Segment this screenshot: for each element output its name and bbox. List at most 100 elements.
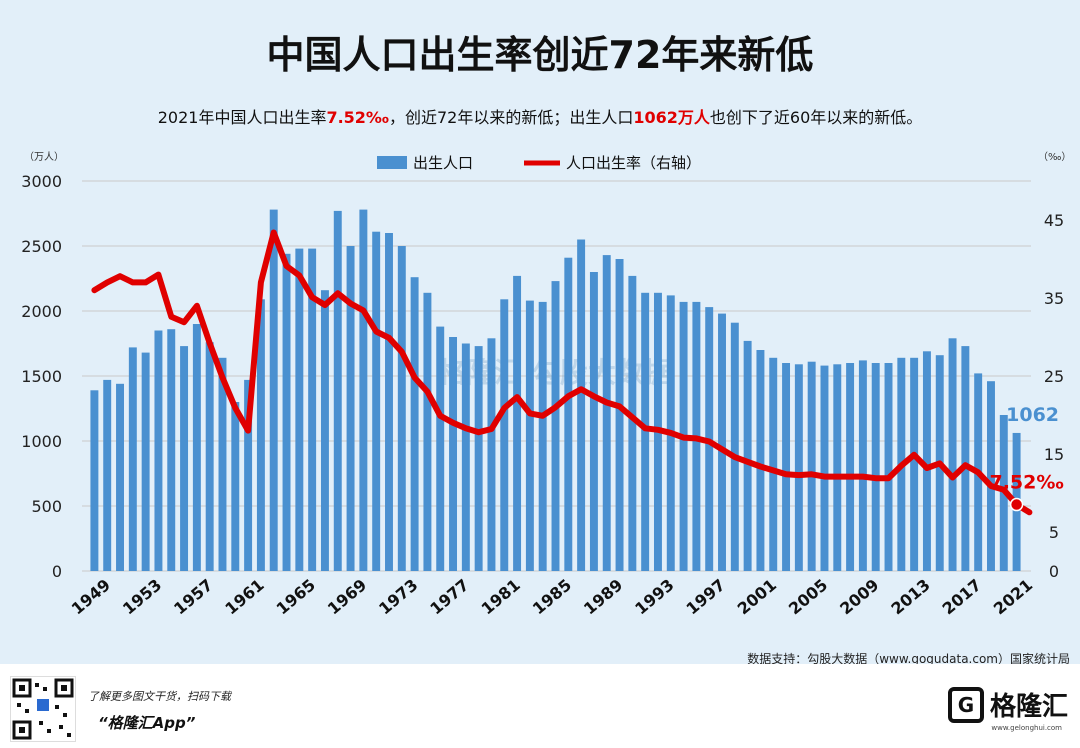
right-tick-label: 35 — [1044, 289, 1064, 308]
x-tick-label: 1953 — [119, 575, 165, 618]
right-axis: 0 5 15 25 35 45 — [1044, 211, 1064, 581]
data-source: 数据支持：勾股大数据（www.gogudata.com）国家统计局 — [747, 652, 1070, 666]
bar — [922, 351, 931, 571]
x-tick-label: 1981 — [478, 575, 524, 618]
subtitle-rate-value: 7.52‰ — [326, 108, 389, 127]
bar — [423, 292, 432, 571]
x-tick-label: 1993 — [631, 575, 677, 618]
bar — [487, 338, 496, 571]
subtitle-births-value: 1062万人 — [633, 108, 710, 127]
bar — [231, 402, 240, 571]
chart-subtitle: 2021年中国人口出生率7.52‰，创近72年以来的新低；出生人口1062万人也… — [0, 104, 1080, 128]
bar — [141, 352, 150, 571]
bar — [769, 357, 778, 571]
x-axis: 1949 1953 1957 1961 1965 1969 1973 1977 1981 1985… — [68, 575, 1037, 618]
legend-bar-label: 出生人口 — [413, 154, 473, 172]
left-axis-unit: （万人） — [24, 151, 64, 163]
legend-line-label: 人口出生率（右轴） — [566, 154, 701, 172]
bar — [372, 231, 381, 571]
bar — [116, 383, 124, 571]
bar — [269, 209, 278, 571]
x-tick-label: 1973 — [375, 575, 421, 618]
bar — [948, 338, 957, 571]
bar — [615, 259, 624, 571]
subtitle-text-1: 2021年中国人口出生率 — [157, 108, 327, 127]
bar — [449, 337, 458, 571]
bar — [794, 364, 803, 571]
left-tick-label: 1500 — [21, 367, 62, 386]
bar — [551, 281, 560, 571]
footer — [0, 664, 1080, 748]
x-tick-label: 1949 — [68, 575, 114, 618]
bar — [718, 313, 726, 571]
bar — [756, 350, 765, 571]
bar — [128, 347, 137, 571]
bar — [628, 275, 637, 571]
x-tick-label: 2001 — [734, 575, 780, 618]
logo-name: 格隆汇 — [989, 692, 1068, 722]
line-group — [91, 229, 1033, 516]
bar — [833, 364, 842, 571]
right-tick-label: 5 — [1049, 523, 1059, 542]
x-tick-label: 2013 — [887, 575, 933, 618]
bars-group — [90, 209, 1021, 572]
right-tick-label: 45 — [1044, 211, 1064, 230]
left-tick-label: 0 — [52, 562, 62, 581]
bar — [385, 233, 393, 571]
bar — [513, 275, 522, 571]
x-tick-label: 1997 — [683, 575, 729, 618]
bar — [807, 361, 816, 571]
bar — [192, 324, 201, 571]
bar — [359, 209, 368, 571]
promo-app-name: “格隆汇App” — [98, 714, 196, 732]
bar — [244, 379, 253, 571]
right-axis-unit: （‰） — [1038, 151, 1071, 163]
x-tick-label: 1969 — [324, 575, 370, 618]
last-rate-point — [1009, 497, 1024, 512]
bar — [846, 363, 855, 571]
bar — [589, 272, 598, 571]
left-tick-label: 500 — [31, 497, 62, 516]
x-tick-label: 2021 — [990, 575, 1036, 618]
x-tick-label: 1961 — [221, 575, 267, 618]
bar — [308, 248, 317, 571]
legend: 出生人口 人口出生率（右轴） — [377, 154, 701, 172]
bar — [295, 248, 304, 571]
bar — [538, 301, 547, 571]
promo-text: 了解更多图文干货，扫码下载 — [88, 690, 231, 703]
chart-title: 中国人口出生率创近72年来新低 — [266, 33, 814, 77]
bar — [871, 363, 880, 571]
left-axis: 0 500 1000 1500 2000 2500 3000 — [21, 172, 62, 581]
x-tick-label: 1965 — [273, 575, 319, 618]
x-tick-label: 1977 — [426, 575, 472, 618]
bar — [564, 257, 573, 571]
right-tick-label: 25 — [1044, 367, 1064, 386]
bar — [820, 365, 829, 571]
bar — [910, 357, 919, 571]
logo-icon: G — [947, 686, 984, 723]
bar — [167, 329, 176, 571]
qr-code[interactable] — [10, 676, 76, 742]
left-tick-label: 3000 — [21, 172, 62, 191]
bar — [474, 346, 483, 571]
subtitle-text-2: ，创近72年以来的新低；出生人口 — [388, 108, 634, 127]
bar — [410, 277, 419, 571]
bar — [500, 299, 509, 571]
bar — [884, 363, 893, 571]
x-tick-label: 1985 — [529, 575, 575, 618]
bar — [436, 326, 445, 571]
bar — [961, 346, 970, 571]
bar — [90, 390, 99, 571]
bar — [333, 210, 342, 571]
bar — [782, 363, 791, 571]
x-tick-label: 2009 — [836, 575, 882, 618]
birth-rate-line — [91, 229, 1033, 516]
bar — [397, 246, 406, 571]
left-tick-label: 2500 — [21, 237, 62, 256]
x-tick-label: 1957 — [170, 575, 216, 618]
subtitle-text-3: 也创下了近60年以来的新低。 — [709, 108, 923, 127]
right-tick-label: 15 — [1044, 445, 1064, 464]
bar — [525, 300, 534, 571]
bar — [743, 340, 752, 571]
